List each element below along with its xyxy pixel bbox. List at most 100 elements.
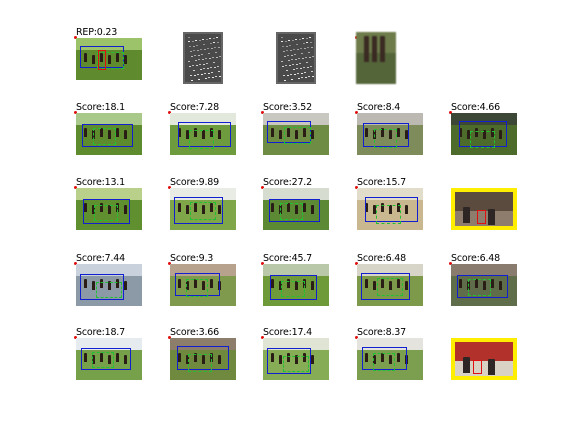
image-ground: [357, 275, 423, 306]
image-ground: [170, 275, 236, 306]
noise-speck: [206, 39, 208, 40]
marker-dot: [74, 262, 77, 265]
noise-speck: [191, 80, 193, 81]
noise-speck: [195, 60, 197, 61]
result-cell: REP:0.23: [74, 27, 144, 98]
noise-speck: [298, 78, 300, 79]
noise-speck: [297, 73, 299, 74]
rep-caption: REP:0.23: [76, 27, 118, 38]
horse-figure: [373, 205, 376, 214]
horse-figure: [178, 128, 181, 137]
noise-speck: [200, 49, 202, 50]
result-cell: [451, 188, 519, 248]
horse-figure: [389, 355, 392, 364]
marker-dot: [261, 111, 264, 114]
score-caption: Score:7.28: [170, 102, 219, 113]
horse-figure: [295, 205, 298, 214]
noise-speck: [197, 50, 199, 51]
horse-figure: [365, 128, 368, 137]
green-bounding-box: [189, 130, 214, 149]
result-cell: Score:15.7: [355, 177, 425, 248]
image-background: [357, 113, 423, 125]
noise-speck: [310, 66, 312, 67]
score-caption: Score:7.44: [76, 253, 125, 264]
horse-figure: [287, 128, 290, 137]
noise-speck: [293, 49, 295, 50]
image-thumbnail: [76, 113, 142, 155]
horse-figure: [475, 128, 478, 137]
person-figure: [488, 359, 495, 375]
image-ground: [76, 349, 142, 380]
green-bounding-box: [283, 356, 309, 372]
noise-speck: [295, 59, 297, 60]
noise-speck: [294, 54, 296, 55]
horse-figure: [178, 203, 181, 212]
green-bounding-box: [280, 203, 303, 220]
blue-bounding-box: [362, 347, 407, 370]
person-figure: [463, 357, 470, 373]
marker-dot: [449, 262, 452, 265]
noise-speck: [304, 72, 306, 73]
marker-dot: [74, 36, 77, 39]
horse-figure: [84, 53, 87, 62]
noise-speck: [287, 55, 289, 56]
blue-bounding-box: [81, 348, 131, 370]
horse-figure: [100, 128, 103, 137]
noise-speck: [299, 63, 301, 64]
result-cell: Score:17.4: [261, 327, 331, 398]
noise-speck: [286, 70, 288, 71]
image-background: [455, 342, 513, 361]
noise-speck: [208, 73, 210, 74]
horse-figure: [116, 353, 119, 362]
horse-figure: [186, 205, 189, 214]
horse-figure: [311, 281, 314, 290]
horse-figure: [381, 353, 384, 362]
noise-speck: [309, 37, 311, 38]
horse-figure: [405, 130, 408, 139]
green-bounding-box: [186, 279, 208, 297]
green-bounding-box: [92, 352, 114, 368]
horse-figure: [92, 55, 95, 64]
noise-speck: [282, 46, 284, 47]
image-background: [170, 264, 236, 276]
noise-speck: [203, 44, 205, 45]
noise-speck: [292, 40, 294, 41]
noise-speck: [216, 57, 218, 58]
horse-figure: [100, 353, 103, 362]
green-bounding-box: [96, 282, 122, 298]
horse-figure: [210, 203, 213, 212]
horse-figure: [279, 355, 282, 364]
horse-figure: [491, 128, 494, 137]
image-thumbnail: [170, 264, 236, 306]
horse-figure: [311, 205, 314, 214]
image-ground: [263, 275, 329, 306]
noise-speck: [305, 77, 307, 78]
horse-figure: [499, 281, 502, 290]
horse-figure: [397, 203, 400, 212]
horse-figure: [116, 279, 119, 288]
blue-bounding-box: [174, 197, 223, 224]
noise-speck: [205, 78, 207, 79]
noise-speck: [191, 56, 193, 57]
noise-speck: [196, 45, 198, 46]
noise-speck: [201, 74, 203, 75]
horse-figure: [92, 281, 95, 290]
horse-figure: [459, 128, 462, 137]
image-thumbnail: [451, 188, 517, 230]
noise-speck: [294, 74, 296, 75]
blue-bounding-box: [270, 275, 317, 300]
horse-figure: [202, 355, 205, 364]
horse-figure: [475, 279, 478, 288]
tv-frame-thumbnail: [276, 32, 316, 84]
horse-figure: [311, 355, 314, 364]
blue-bounding-box: [361, 273, 410, 300]
noise-speck: [198, 79, 200, 80]
horse-figure: [364, 36, 369, 62]
noise-speck: [202, 59, 204, 60]
noise-speck: [190, 51, 192, 52]
horse-figure: [287, 353, 290, 362]
blue-bounding-box: [269, 199, 320, 222]
horse-figure: [194, 128, 197, 137]
noise-speck: [291, 59, 293, 60]
image-thumbnail: [170, 338, 236, 380]
